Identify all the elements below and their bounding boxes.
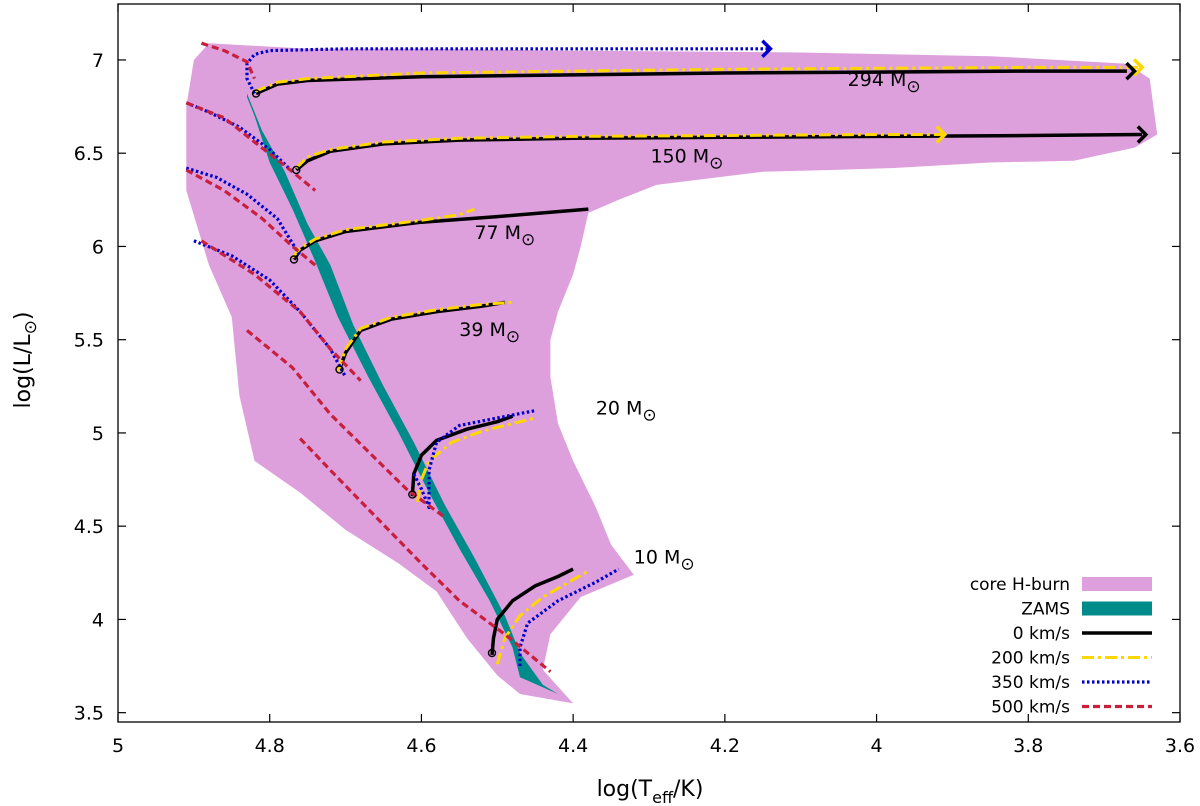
mass-label-sun: ⊙	[521, 230, 535, 250]
y-axis-title: log(L/L⊙)	[11, 312, 41, 409]
zams-marker-6	[487, 648, 497, 658]
track-v350-5	[412, 409, 536, 510]
x-axis-title-main: log(T	[597, 777, 653, 802]
axes-layer: 5 4.8 4.6 4.4 4.2 4 3.8 3.6 3.5 4 4.5 5 5.5 6 6.5 7	[74, 3, 1195, 757]
arrow-0-294	[1125, 61, 1137, 81]
mass-labels-layer: 294 M⊙150 M⊙77 M⊙39 M⊙20 M⊙10 M⊙	[459, 69, 920, 574]
mass-label-2: 150 M⊙	[650, 146, 723, 174]
tracks-layer	[185, 41, 1143, 673]
legend-label: 500 km/s	[991, 698, 1070, 718]
legend-label: ZAMS	[1021, 600, 1070, 620]
x-axis-title-tail: /K)	[673, 777, 703, 802]
arrow-200-150	[935, 125, 948, 144]
mass-label-sun: ⊙	[709, 154, 723, 174]
zams-marker-2	[292, 165, 301, 175]
x-axis-title-sub: eff	[652, 788, 674, 806]
y-tick-label: 6	[92, 236, 104, 258]
arrow-350-294	[761, 39, 773, 58]
mass-label-5: 20 M⊙	[596, 397, 657, 425]
mass-label-1: 294 M⊙	[848, 69, 921, 97]
mass-label-6: 10 M⊙	[634, 546, 695, 574]
y-axis-title-tail: )	[11, 312, 36, 321]
legend-label: 200 km/s	[991, 649, 1070, 669]
arrows-layer	[761, 39, 1149, 144]
legend-label: core H-burn	[970, 575, 1070, 595]
zams-marker-3	[289, 255, 299, 264]
mass-label-text: 294 M	[848, 69, 907, 91]
arrow-0-150	[1136, 125, 1149, 144]
mass-label-sun: ⊙	[506, 327, 520, 347]
y-tick-label: 5.5	[74, 330, 104, 352]
zams-marker-4	[335, 365, 344, 374]
x-tick-label: 3.6	[1165, 735, 1195, 757]
region-core-h-burn	[186, 43, 1158, 704]
track-v0-1	[255, 69, 1127, 96]
legend-label: 350 km/s	[991, 673, 1070, 693]
legend-swatch	[1082, 601, 1152, 616]
mass-label-sun: ⊙	[680, 554, 694, 574]
track-v500-3	[185, 168, 317, 267]
y-tick-label: 4.5	[74, 516, 104, 538]
zams-marker-1	[251, 89, 261, 98]
track-v500-4	[200, 239, 362, 382]
x-tick-label: 4.4	[558, 735, 588, 757]
x-tick-label: 4	[871, 735, 883, 757]
x-tick-label: 4.8	[255, 735, 285, 757]
y-axis-title-sun: ⊙	[21, 320, 41, 334]
mass-label-3: 77 M⊙	[474, 222, 535, 250]
mass-label-sun: ⊙	[906, 77, 920, 97]
mass-label-4: 39 M⊙	[459, 319, 520, 347]
x-tick-label: 4.6	[406, 735, 436, 757]
x-tick-label: 4.2	[710, 735, 740, 757]
arrow-200-294	[1132, 58, 1145, 77]
legend: core H-burn ZAMS 0 km/s 200 km/s 350 km/s 500…	[970, 575, 1152, 718]
legend-label: 0 km/s	[1013, 624, 1070, 644]
mass-label-text: 39 M	[459, 319, 506, 341]
track-v0-2	[295, 132, 1143, 172]
track-v350-3	[185, 166, 302, 257]
track-v0-3	[292, 207, 589, 261]
track-v350-1	[245, 47, 771, 95]
y-tick-label: 5	[92, 423, 104, 445]
mass-label-text: 10 M	[634, 546, 681, 568]
mass-label-text: 77 M	[474, 222, 521, 244]
zams-marker-5	[408, 490, 417, 499]
track-v350-6	[518, 567, 620, 667]
y-axis-title-main: log(L/L	[11, 334, 36, 409]
regions-layer	[186, 43, 1158, 704]
markers-layer	[251, 89, 497, 658]
track-v500-5	[245, 329, 446, 519]
track-v500-1	[200, 41, 256, 80]
track-v0-4	[337, 300, 506, 371]
y-tick-label: 6.5	[74, 143, 104, 165]
legend-swatch	[1082, 577, 1152, 591]
mass-label-text: 20 M	[596, 397, 643, 419]
track-v500-2	[185, 101, 317, 192]
plot-frame	[117, 3, 1181, 723]
x-tick-label: 3.8	[1013, 735, 1043, 757]
y-tick-label: 4	[92, 609, 104, 631]
mass-label-text: 150 M	[650, 146, 709, 168]
x-tick-label: 5	[112, 735, 124, 757]
track-v200-1	[253, 65, 1143, 94]
mass-label-sun: ⊙	[642, 405, 656, 425]
track-v200-2	[295, 133, 945, 170]
track-v0-6	[490, 567, 574, 656]
y-tick-label: 3.5	[74, 703, 104, 725]
x-axis-title: log(Teff/K)	[597, 777, 704, 806]
y-tick-label: 7	[92, 50, 104, 72]
track-v200-4	[336, 300, 513, 372]
track-v200-5	[416, 416, 536, 503]
